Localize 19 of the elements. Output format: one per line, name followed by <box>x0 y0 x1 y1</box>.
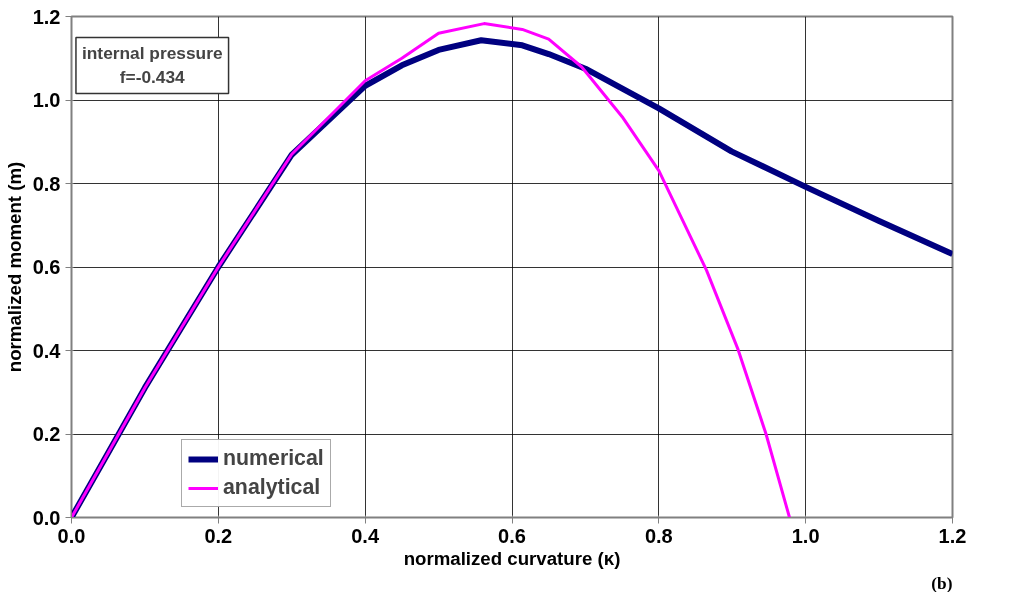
y-tick-label: 1.0 <box>32 89 61 111</box>
annotation: internal pressure f=-0.434 <box>81 43 223 88</box>
x-tick-label: 0.6 <box>498 524 526 547</box>
legend-label: numerical <box>223 446 324 471</box>
x-tick-label: 0.8 <box>644 524 673 547</box>
legend-label: analytical <box>223 475 321 500</box>
x-axis-title: normalized curvature (κ) <box>403 547 621 569</box>
y-axis-title: normalized moment (m) <box>3 161 25 373</box>
y-tick-label: 0.4 <box>32 339 62 362</box>
text: (b) <box>931 573 953 592</box>
y-tick-label: 0.6 <box>32 256 61 278</box>
y-tick-label: 0.2 <box>32 423 61 445</box>
line-series <box>71 22 792 518</box>
x-tick-label: 1.2 <box>938 524 967 547</box>
y-tick-label: 0.8 <box>32 172 61 195</box>
x-tick-label: 0.4 <box>351 524 380 547</box>
y-tick-label: 1.2 <box>32 5 61 28</box>
x-tick-label: 0.2 <box>204 524 233 547</box>
x-tick-label: 1.0 <box>791 524 820 547</box>
